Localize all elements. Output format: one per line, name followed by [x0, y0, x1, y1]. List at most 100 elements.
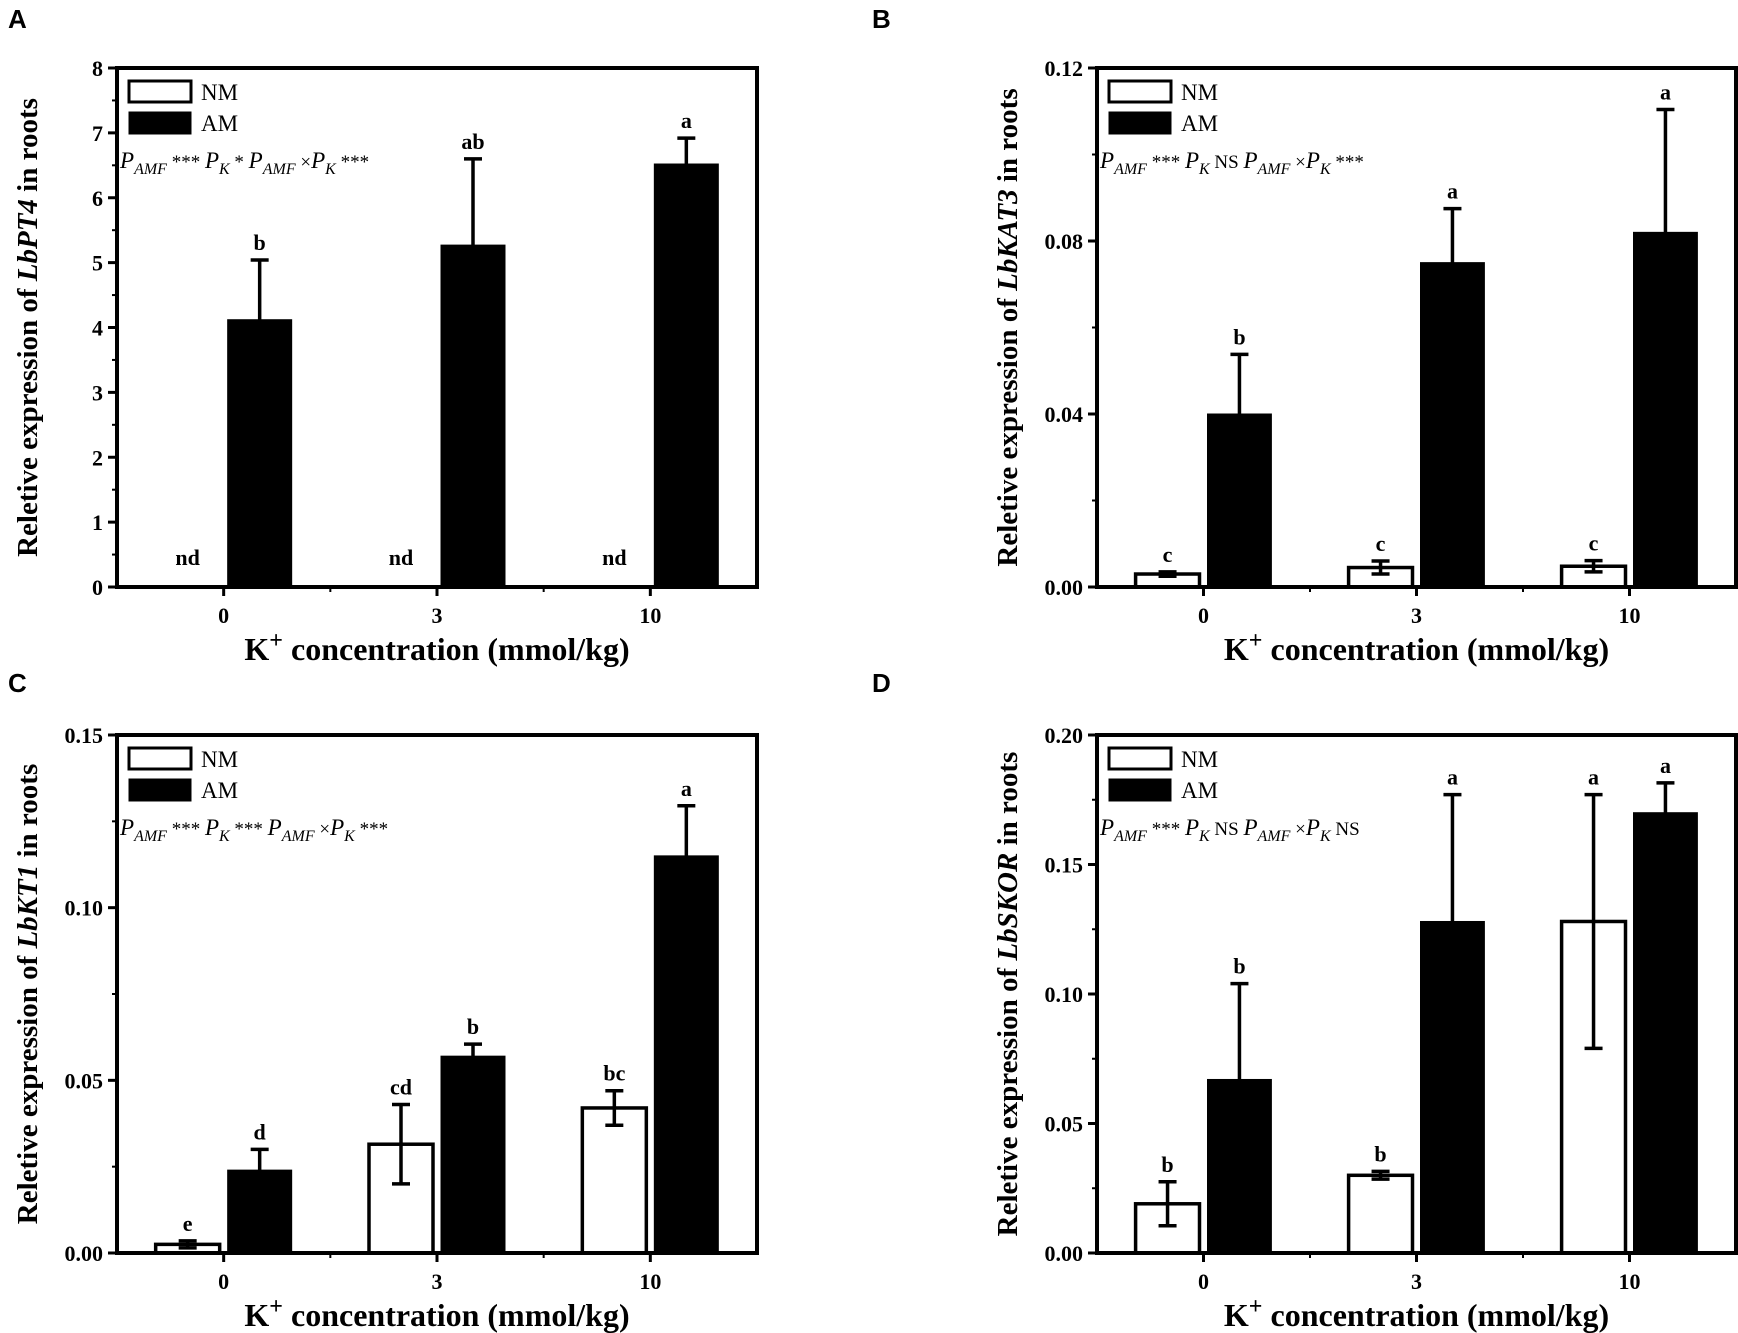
- stat-subscript: K: [343, 828, 356, 845]
- bar-am: [1633, 231, 1698, 588]
- bar-am: [653, 855, 719, 1254]
- stat-subscript: K: [1319, 161, 1332, 178]
- significance-label: b: [254, 230, 266, 255]
- y-tick-label: 0.15: [1045, 853, 1084, 878]
- anova-statistics: PAMF *** PK NS PAMF ×PK NS: [1099, 815, 1360, 845]
- legend-swatch-nm: [1107, 79, 1173, 104]
- x-tick-label: 0: [1198, 603, 1209, 628]
- stat-p: P: [204, 148, 219, 173]
- stat-mark: ***: [355, 819, 388, 840]
- bar-am: [440, 1055, 506, 1254]
- y-label-gene: LbPT4: [12, 199, 44, 282]
- stat-mark: ***: [167, 819, 205, 840]
- stat-p: P: [248, 148, 263, 173]
- y-axis-label: Reletive expression of LbKAT3 in roots: [992, 88, 1024, 566]
- significance-label: c: [1163, 542, 1173, 567]
- y-tick-label: 8: [92, 56, 103, 81]
- x-label-rest: concentration (mmol/kg): [283, 1297, 630, 1333]
- x-axis-label: K+ concentration (mmol/kg): [244, 628, 629, 667]
- x-label-rest: concentration (mmol/kg): [283, 631, 630, 667]
- panel-letter: B: [872, 4, 891, 34]
- stat-subscript: AMF: [1113, 161, 1147, 178]
- legend-swatch-am: [1108, 778, 1172, 802]
- x-axis-label: K+ concentration (mmol/kg): [1224, 628, 1609, 667]
- bar-am: [653, 163, 719, 588]
- y-label-suffix: in roots: [992, 752, 1024, 853]
- x-label-sup: +: [1249, 628, 1263, 654]
- significance-label: ab: [461, 129, 484, 154]
- significance-label: a: [1588, 765, 1599, 790]
- x-label-k: K: [244, 631, 269, 667]
- anova-statistics: PAMF *** PK *** PAMF ×PK ***: [119, 815, 388, 845]
- y-tick-label: 0.12: [1045, 56, 1084, 81]
- y-tick-label: 6: [92, 186, 103, 211]
- x-tick-label: 10: [1619, 1269, 1641, 1294]
- y-label-gene: LbSKOR: [992, 853, 1024, 962]
- x-label-rest: concentration (mmol/kg): [1262, 631, 1609, 667]
- significance-label: d: [254, 1119, 266, 1144]
- x-tick-label: 0: [218, 603, 229, 628]
- significance-label: a: [1660, 753, 1671, 778]
- panel-b: B 0.00 0.04 0.08 0.12 0 c b 3 c a 10 c a NM AM PAMF *** …: [872, 4, 1738, 667]
- legend-label-nm: NM: [201, 747, 238, 772]
- stat-mark: ×: [1290, 819, 1305, 840]
- panel-a: A 0 1 2 3 4 5 6 7 8 0 nd b 3 nd ab 10 nd a NM AM PAMF *** PK …: [8, 4, 759, 667]
- significance-label: a: [681, 108, 692, 133]
- bar-am: [1420, 920, 1485, 1254]
- legend-label-am: AM: [201, 111, 238, 136]
- bar-am: [1207, 1078, 1272, 1254]
- y-tick-label: 7: [92, 121, 103, 146]
- anova-statistics: PAMF *** PK * PAMF ×PK ***: [119, 148, 369, 178]
- y-label-suffix: in roots: [992, 88, 1024, 189]
- x-label-sup: +: [269, 1294, 283, 1320]
- bar-am: [227, 1169, 293, 1254]
- stat-mark: *: [230, 152, 249, 173]
- x-tick-label: 10: [639, 1269, 661, 1294]
- legend-label-am: AM: [1181, 111, 1218, 136]
- stat-mark: ***: [1331, 152, 1364, 173]
- y-tick-label: 3: [92, 380, 103, 405]
- x-label-sup: +: [1249, 1294, 1263, 1320]
- y-tick-label: 4: [92, 316, 103, 341]
- stat-subscript: K: [324, 161, 337, 178]
- legend-swatch-nm: [127, 79, 193, 104]
- stat-mark: ×: [296, 152, 311, 173]
- panel-letter: C: [8, 668, 27, 698]
- x-tick-label: 3: [1411, 1269, 1422, 1294]
- y-tick-label: 0.15: [65, 723, 104, 748]
- significance-label: c: [1589, 531, 1599, 556]
- stat-mark: NS: [1331, 819, 1360, 840]
- significance-label: b: [1161, 1152, 1173, 1177]
- x-tick-label: 10: [639, 603, 661, 628]
- stat-p: P: [310, 148, 325, 173]
- x-label-k: K: [1224, 1297, 1249, 1333]
- y-tick-label: 0.05: [65, 1068, 104, 1093]
- stat-subscript: K: [1198, 828, 1211, 845]
- stat-subscript: K: [1319, 828, 1332, 845]
- y-label-gene: LbKT1: [12, 865, 44, 950]
- stat-subscript: AMF: [1257, 161, 1291, 178]
- x-axis-label: K+ concentration (mmol/kg): [244, 1294, 629, 1333]
- y-axis-label: Reletive expression of LbSKOR in roots: [992, 752, 1024, 1237]
- stat-p: P: [1242, 148, 1257, 173]
- y-tick-label: 0.00: [1045, 575, 1084, 600]
- stat-p: P: [1099, 148, 1114, 173]
- stat-p: P: [1242, 815, 1257, 840]
- y-tick-label: 0.04: [1045, 402, 1084, 427]
- stat-p: P: [1184, 815, 1199, 840]
- x-tick-label: 10: [1619, 603, 1641, 628]
- stat-mark: ***: [167, 152, 205, 173]
- y-label-prefix: Reletive expression of: [992, 961, 1024, 1237]
- y-label-prefix: Reletive expression of: [992, 291, 1024, 567]
- legend-label-am: AM: [201, 778, 238, 803]
- stat-p: P: [119, 815, 134, 840]
- significance-label: a: [681, 776, 692, 801]
- legend-label-nm: NM: [201, 80, 238, 105]
- y-tick-label: 0: [92, 575, 103, 600]
- stat-mark: ×: [315, 819, 330, 840]
- bar-nm: [1346, 1173, 1415, 1255]
- stat-subscript: AMF: [133, 161, 167, 178]
- y-tick-label: 1: [92, 510, 103, 535]
- legend-swatch-nm: [1107, 746, 1173, 771]
